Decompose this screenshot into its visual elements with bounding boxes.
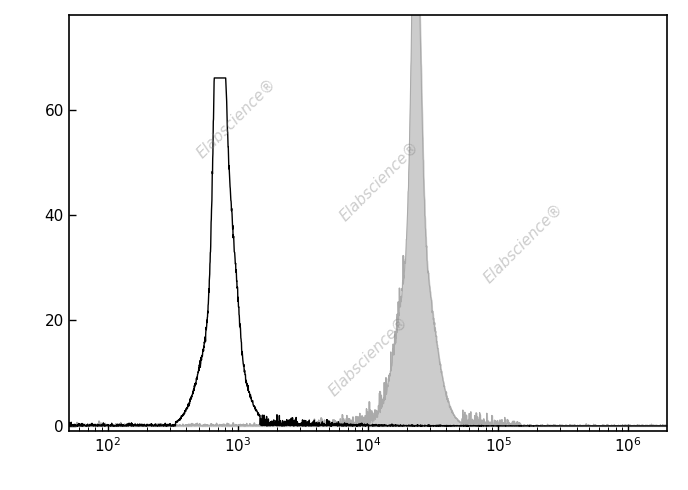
Text: Elabscience®: Elabscience® [194,76,279,161]
Text: Elabscience®: Elabscience® [325,314,411,399]
Text: Elabscience®: Elabscience® [337,139,422,224]
Text: Elabscience®: Elabscience® [481,201,566,286]
